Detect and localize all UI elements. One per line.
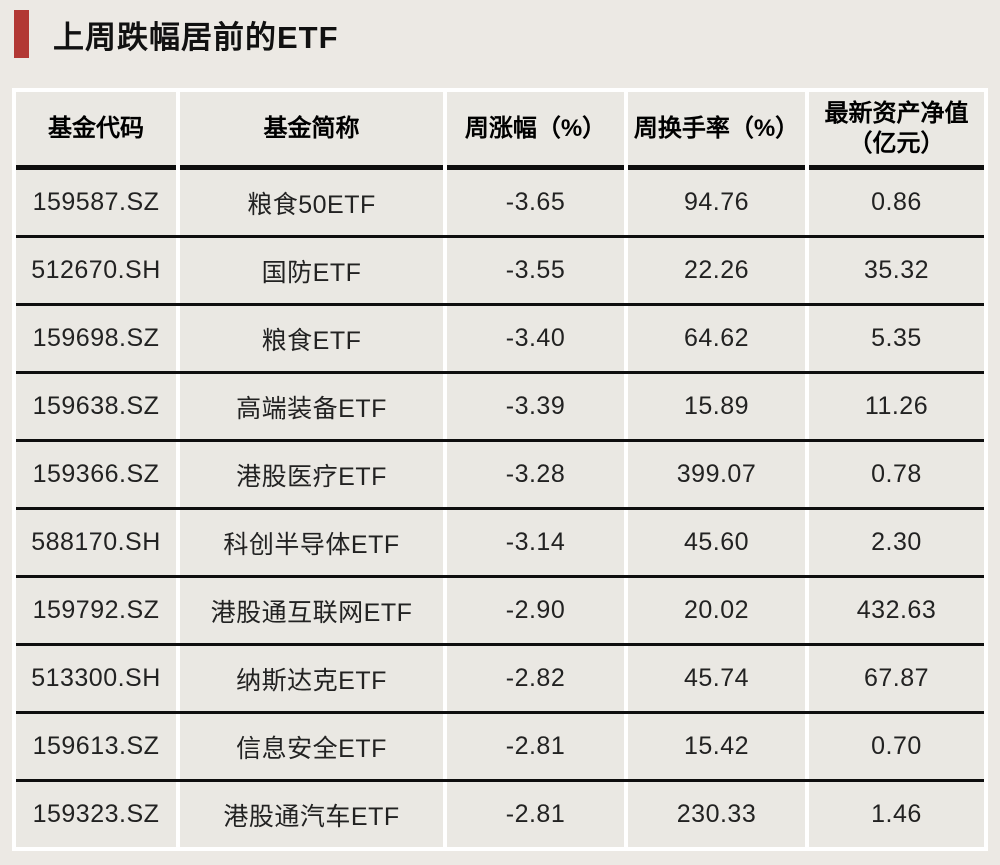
table-cell-weekly_change_pct: -2.82	[447, 646, 624, 711]
table-row: 588170.SH 科创半导体ETF -3.14 45.60 2.30	[16, 510, 984, 578]
column-header-name: 基金简称	[180, 92, 443, 170]
table-cell-weekly_change_pct: -3.39	[447, 374, 624, 439]
table-cell-code: 588170.SH	[16, 510, 176, 575]
table-cell-name: 科创半导体ETF	[180, 510, 443, 575]
table-cell-latest_nav_yi_yuan: 5.35	[809, 306, 984, 371]
table-cell-latest_nav_yi_yuan: 1.46	[809, 782, 984, 847]
table-row: 159792.SZ 港股通互联网ETF -2.90 20.02 432.63	[16, 578, 984, 646]
table-header-row: 基金代码 基金简称 周涨幅（%） 周换手率（%） 最新资产净值 （亿元）	[16, 92, 984, 170]
table-cell-weekly_turnover_pct: 64.62	[628, 306, 805, 371]
table-cell-code: 159792.SZ	[16, 578, 176, 643]
table-cell-name: 国防ETF	[180, 238, 443, 303]
column-header-latest_nav_yi_yuan: 最新资产净值 （亿元）	[809, 92, 984, 170]
etf-decline-table: 基金代码 基金简称 周涨幅（%） 周换手率（%） 最新资产净值 （亿元） 159587.…	[12, 88, 988, 851]
table-row: 159366.SZ 港股医疗ETF -3.28 399.07 0.78	[16, 442, 984, 510]
table-cell-weekly_change_pct: -3.65	[447, 170, 624, 235]
table-cell-name: 港股通互联网ETF	[180, 578, 443, 643]
column-header-weekly_turnover_pct: 周换手率（%）	[628, 92, 805, 170]
title-block: 上周跌幅居前的ETF	[14, 9, 339, 59]
table-cell-name: 粮食50ETF	[180, 170, 443, 235]
table-cell-name: 纳斯达克ETF	[180, 646, 443, 711]
table-cell-weekly_turnover_pct: 20.02	[628, 578, 805, 643]
table-cell-name: 信息安全ETF	[180, 714, 443, 779]
table-cell-code: 159613.SZ	[16, 714, 176, 779]
table-cell-latest_nav_yi_yuan: 67.87	[809, 646, 984, 711]
table-cell-latest_nav_yi_yuan: 0.78	[809, 442, 984, 507]
table-cell-weekly_turnover_pct: 15.42	[628, 714, 805, 779]
table-cell-latest_nav_yi_yuan: 35.32	[809, 238, 984, 303]
table-row: 513300.SH 纳斯达克ETF -2.82 45.74 67.87	[16, 646, 984, 714]
table-cell-latest_nav_yi_yuan: 432.63	[809, 578, 984, 643]
table-cell-latest_nav_yi_yuan: 0.86	[809, 170, 984, 235]
table-cell-code: 159323.SZ	[16, 782, 176, 847]
table-cell-name: 高端装备ETF	[180, 374, 443, 439]
table-cell-weekly_turnover_pct: 230.33	[628, 782, 805, 847]
table-cell-weekly_turnover_pct: 399.07	[628, 442, 805, 507]
table-cell-code: 513300.SH	[16, 646, 176, 711]
table-cell-weekly_turnover_pct: 45.74	[628, 646, 805, 711]
table-cell-latest_nav_yi_yuan: 11.26	[809, 374, 984, 439]
column-header-code: 基金代码	[16, 92, 176, 170]
table-cell-code: 159366.SZ	[16, 442, 176, 507]
table-cell-weekly_turnover_pct: 94.76	[628, 170, 805, 235]
column-header-weekly_change_pct: 周涨幅（%）	[447, 92, 624, 170]
table-cell-weekly_change_pct: -3.40	[447, 306, 624, 371]
table-cell-weekly_turnover_pct: 45.60	[628, 510, 805, 575]
title-accent-bar	[14, 10, 29, 58]
table-row: 159613.SZ 信息安全ETF -2.81 15.42 0.70	[16, 714, 984, 782]
table-cell-code: 159638.SZ	[16, 374, 176, 439]
table-cell-latest_nav_yi_yuan: 2.30	[809, 510, 984, 575]
table-row: 512670.SH 国防ETF -3.55 22.26 35.32	[16, 238, 984, 306]
table-cell-weekly_change_pct: -3.14	[447, 510, 624, 575]
table-body: 159587.SZ 粮食50ETF -3.65 94.76 0.86 512670.SH 国…	[16, 170, 984, 847]
page-title: 上周跌幅居前的ETF	[53, 19, 339, 55]
table-cell-code: 159698.SZ	[16, 306, 176, 371]
table-row: 159323.SZ 港股通汽车ETF -2.81 230.33 1.46	[16, 782, 984, 847]
table-cell-weekly_change_pct: -3.55	[447, 238, 624, 303]
table-cell-name: 港股通汽车ETF	[180, 782, 443, 847]
table-row: 159587.SZ 粮食50ETF -3.65 94.76 0.86	[16, 170, 984, 238]
table-row: 159698.SZ 粮食ETF -3.40 64.62 5.35	[16, 306, 984, 374]
table-cell-latest_nav_yi_yuan: 0.70	[809, 714, 984, 779]
table-cell-weekly_change_pct: -2.90	[447, 578, 624, 643]
table-cell-weekly_change_pct: -2.81	[447, 714, 624, 779]
table-cell-code: 159587.SZ	[16, 170, 176, 235]
table-row: 159638.SZ 高端装备ETF -3.39 15.89 11.26	[16, 374, 984, 442]
table-cell-name: 港股医疗ETF	[180, 442, 443, 507]
table-cell-code: 512670.SH	[16, 238, 176, 303]
table-cell-weekly_change_pct: -3.28	[447, 442, 624, 507]
table-cell-name: 粮食ETF	[180, 306, 443, 371]
table-cell-weekly_turnover_pct: 22.26	[628, 238, 805, 303]
table-cell-weekly_change_pct: -2.81	[447, 782, 624, 847]
table-cell-weekly_turnover_pct: 15.89	[628, 374, 805, 439]
